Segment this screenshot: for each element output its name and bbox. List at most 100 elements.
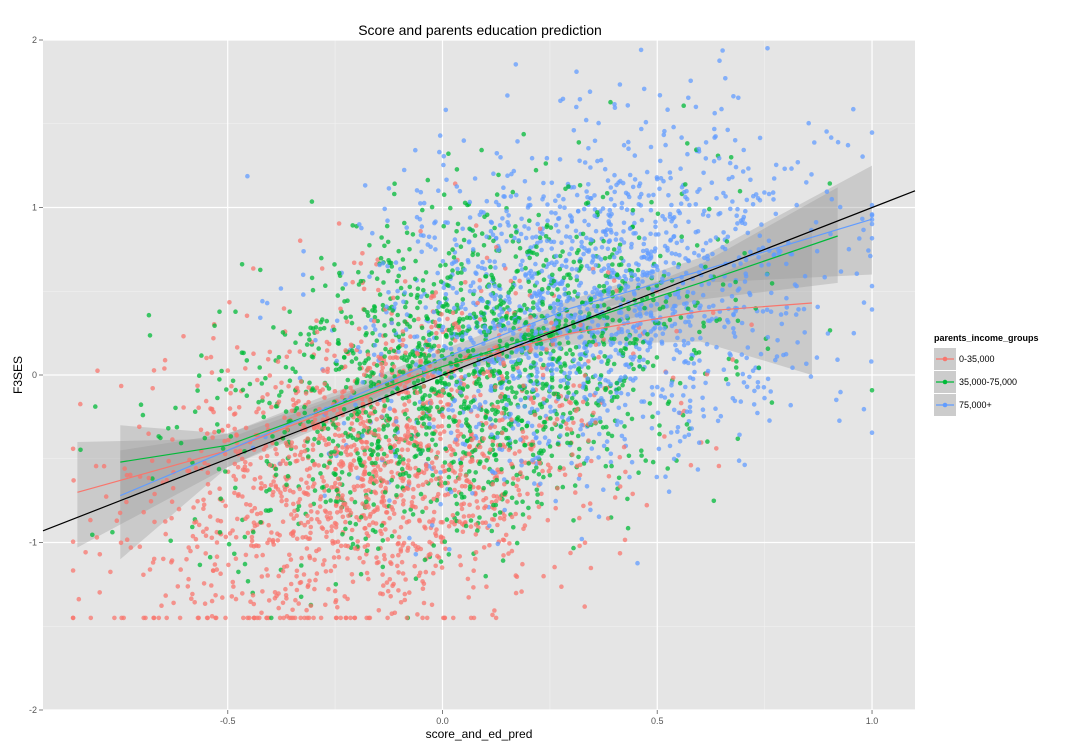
scatter-point [473, 223, 479, 228]
scatter-point [265, 573, 271, 578]
scatter-point [671, 234, 676, 240]
scatter-point [341, 407, 347, 412]
scatter-point [437, 133, 443, 138]
scatter-point [233, 449, 238, 454]
scatter-point [619, 327, 624, 332]
scatter-point [606, 239, 612, 244]
scatter-point [449, 326, 455, 332]
scatter-point [455, 221, 461, 227]
scatter-point [466, 451, 472, 457]
scatter-point [782, 166, 787, 172]
scatter-point [643, 119, 649, 125]
scatter-point [835, 357, 840, 363]
scatter-point [605, 178, 611, 183]
scatter-point [550, 272, 555, 278]
scatter-point [490, 612, 495, 618]
scatter-point [690, 290, 696, 296]
scatter-point [687, 398, 693, 404]
scatter-point [274, 441, 279, 447]
scatter-point [284, 482, 289, 488]
scatter-point [371, 502, 377, 507]
scatter-point [381, 408, 386, 414]
scatter-point [548, 409, 553, 414]
scatter-point [247, 502, 253, 508]
scatter-point [837, 418, 842, 424]
scatter-point [454, 528, 460, 533]
scatter-point [190, 460, 195, 466]
scatter-point [698, 335, 703, 341]
scatter-point [405, 447, 411, 453]
scatter-point [494, 192, 500, 197]
scatter-point [707, 206, 712, 212]
scatter-point [626, 364, 632, 370]
scatter-point [676, 410, 682, 416]
scatter-point [808, 374, 814, 379]
scatter-point [562, 472, 568, 478]
scatter-point [367, 398, 373, 404]
scatter-point [498, 298, 504, 304]
scatter-point [845, 142, 851, 148]
scatter-point [278, 461, 283, 467]
scatter-point [439, 393, 445, 398]
scatter-point [640, 414, 646, 420]
scatter-point [570, 238, 575, 244]
scatter-point [563, 385, 569, 391]
scatter-point [190, 524, 195, 530]
scatter-point [455, 433, 461, 439]
scatter-point [400, 478, 406, 484]
scatter-point [382, 243, 387, 249]
scatter-point [351, 484, 357, 490]
scatter-point [549, 385, 555, 390]
scatter-point [660, 276, 665, 282]
scatter-point [349, 413, 354, 418]
scatter-point [630, 491, 635, 497]
scatter-point [634, 322, 640, 328]
scatter-point [536, 504, 542, 510]
scatter-point [427, 337, 432, 343]
scatter-point [395, 295, 400, 301]
scatter-point [385, 537, 391, 542]
scatter-point [639, 217, 645, 223]
scatter-point [309, 516, 314, 522]
scatter-point [304, 480, 309, 486]
scatter-point [541, 396, 547, 402]
scatter-point [178, 567, 183, 572]
scatter-point [367, 374, 373, 379]
scatter-point [529, 328, 535, 334]
scatter-point [569, 215, 574, 220]
scatter-point [615, 394, 620, 400]
scatter-point [383, 527, 388, 532]
scatter-point [508, 411, 513, 417]
scatter-point [347, 464, 353, 469]
scatter-point [618, 390, 624, 396]
scatter-point [585, 200, 591, 205]
scatter-point [593, 420, 598, 425]
scatter-point [640, 279, 645, 284]
scatter-point [217, 486, 222, 492]
scatter-point [407, 441, 413, 446]
scatter-point [451, 305, 457, 311]
scatter-point [276, 573, 282, 579]
scatter-point [332, 563, 338, 569]
scatter-point [603, 232, 609, 238]
scatter-point [869, 236, 875, 241]
scatter-point [601, 487, 606, 493]
scatter-point [252, 477, 258, 482]
scatter-point [512, 451, 518, 456]
scatter-point [258, 267, 263, 273]
scatter-point [177, 615, 183, 621]
scatter-point [814, 248, 820, 254]
scatter-point [243, 516, 248, 521]
scatter-point [97, 552, 103, 557]
scatter-point [715, 418, 721, 424]
scatter-point [446, 524, 452, 529]
scatter-point [482, 324, 488, 330]
scatter-point [470, 347, 476, 353]
scatter-point [644, 169, 650, 175]
scatter-point [625, 103, 631, 108]
scatter-point [493, 265, 498, 270]
scatter-point [374, 555, 379, 560]
scatter-point [209, 535, 215, 541]
scatter-point [122, 466, 127, 471]
scatter-point [406, 458, 411, 463]
